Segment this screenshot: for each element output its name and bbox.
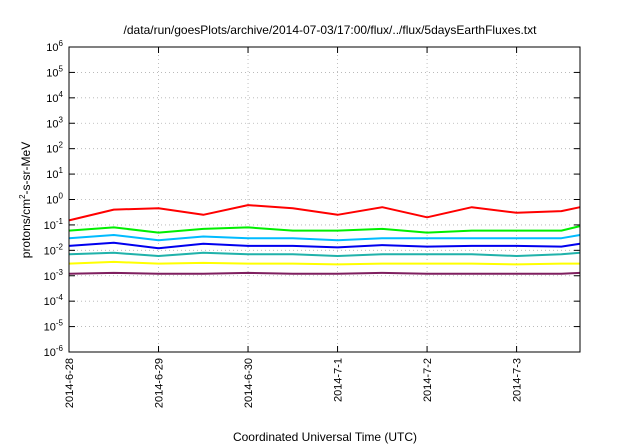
x-tick-label: 2014-7-1 <box>333 358 345 402</box>
y-tick-label-base: 10 <box>46 67 58 79</box>
series-line <box>68 271 581 275</box>
series-line <box>68 234 581 242</box>
y-tick-label-exp: 0 <box>59 192 64 201</box>
y-tick-label: 102 <box>46 141 63 156</box>
y-tick-label-base: 10 <box>44 271 56 283</box>
y-tick-label-base: 10 <box>44 322 56 334</box>
y-tick-label-base: 10 <box>44 296 56 308</box>
y-tick-label: 105 <box>46 64 63 79</box>
y-tick-label: 10-6 <box>44 344 64 359</box>
y-tick-label-base: 10 <box>44 347 56 359</box>
y-tick-label: 101 <box>46 166 63 181</box>
series-line <box>68 241 581 250</box>
series-line <box>68 204 581 222</box>
y-tick-label-exp: 1 <box>59 166 64 175</box>
x-tick-label: 2014-7-3 <box>512 358 524 402</box>
y-tick-label-exp: -1 <box>56 217 64 226</box>
y-tick-label-exp: -4 <box>56 293 64 302</box>
y-axis-title-rest: -s-sr-MeV <box>19 142 33 195</box>
y-tick-label-base: 10 <box>44 220 56 232</box>
y-tick-label-base: 10 <box>46 93 58 105</box>
y-tick-label-base: 10 <box>46 144 58 156</box>
series-line <box>68 260 580 266</box>
y-tick-label: 106 <box>46 39 63 54</box>
y-tick-label-exp: 4 <box>59 90 64 99</box>
x-tick-label: 2014-6-30 <box>243 358 255 408</box>
y-tick-label: 10-1 <box>44 217 64 232</box>
chart-title: /data/run/goesPlots/archive/2014-07-03/1… <box>124 23 538 37</box>
y-tick-label-exp: 3 <box>59 115 64 124</box>
y-tick-label-base: 10 <box>46 195 58 207</box>
y-tick-label: 10-5 <box>44 319 64 334</box>
y-tick-label-base: 10 <box>46 169 58 181</box>
x-tick-label: 2014-6-29 <box>154 358 166 408</box>
y-tick-label-exp: 6 <box>59 39 64 48</box>
y-tick-label-exp: 5 <box>59 64 64 73</box>
x-axis-title: Coordinated Universal Time (UTC) <box>233 430 417 444</box>
y-tick-label: 104 <box>46 90 63 105</box>
y-tick-label-exp: -5 <box>56 319 64 328</box>
x-axis-ticks: 2014-6-28 2014-6-29 2014-6-30 2014-7-1 2014-… <box>64 47 524 408</box>
y-tick-label-exp: -6 <box>56 344 64 353</box>
series-line <box>68 251 581 257</box>
y-tick-label: 100 <box>46 192 63 207</box>
y-tick-label: 10-2 <box>44 242 64 257</box>
y-tick-label-base: 10 <box>44 245 56 257</box>
y-tick-label-exp: -2 <box>56 242 64 251</box>
y-axis-title-sup: 2 <box>18 194 27 199</box>
series-lines <box>68 204 581 275</box>
y-axis-title-base: protons/cm <box>19 199 33 258</box>
x-tick-label: 2014-6-28 <box>64 358 76 408</box>
y-tick-label-exp: 2 <box>59 141 64 150</box>
y-axis-ticks: 10610510410310210110010-110-210-310-410-… <box>44 39 580 359</box>
y-tick-label: 103 <box>46 115 63 130</box>
y-tick-label-exp: -3 <box>56 268 64 277</box>
y-tick-label-base: 10 <box>46 42 58 54</box>
series-line <box>68 225 581 234</box>
x-tick-label: 2014-7-2 <box>422 358 434 402</box>
y-axis-title: protons/cm2-s-sr-MeV <box>18 142 33 258</box>
y-tick-label: 10-3 <box>44 268 64 283</box>
y-tick-label: 10-4 <box>44 293 64 308</box>
y-tick-label-base: 10 <box>46 118 58 130</box>
